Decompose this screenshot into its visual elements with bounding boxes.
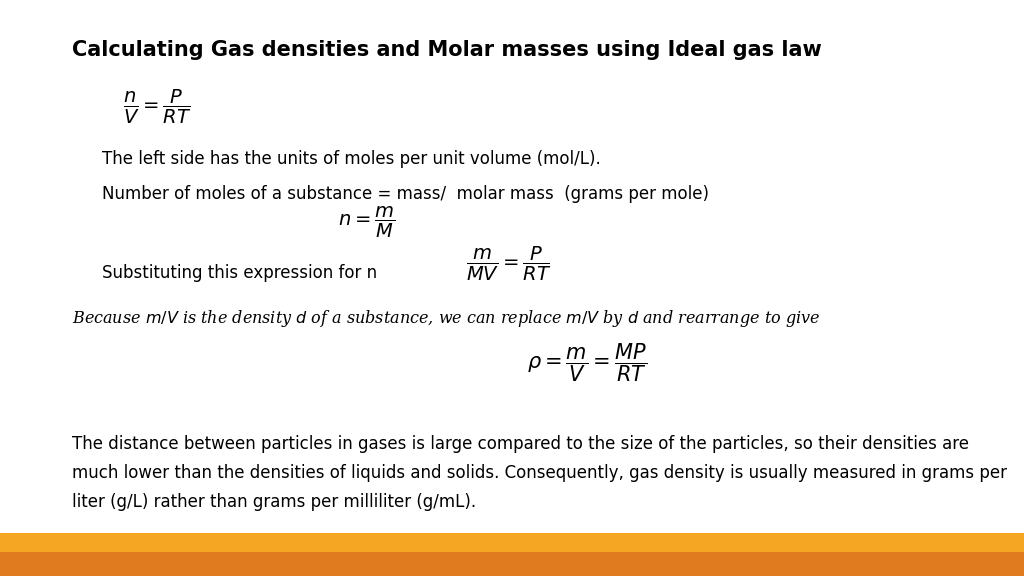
Text: Calculating Gas densities and Molar masses using Ideal gas law: Calculating Gas densities and Molar mass…: [72, 40, 821, 60]
Text: $\dfrac{m}{MV} = \dfrac{P}{RT}$: $\dfrac{m}{MV} = \dfrac{P}{RT}$: [466, 245, 551, 283]
Text: $\rho = \dfrac{m}{V} = \dfrac{MP}{RT}$: $\rho = \dfrac{m}{V} = \dfrac{MP}{RT}$: [527, 342, 647, 384]
Text: Substituting this expression for n: Substituting this expression for n: [102, 264, 378, 282]
Text: The left side has the units of moles per unit volume (mol/L).: The left side has the units of moles per…: [102, 150, 601, 168]
Text: Number of moles of a substance = mass/  molar mass  (grams per mole): Number of moles of a substance = mass/ m…: [102, 185, 710, 203]
Text: $n = \dfrac{m}{M}$: $n = \dfrac{m}{M}$: [338, 206, 395, 240]
Text: The distance between particles in gases is large compared to the size of the par: The distance between particles in gases …: [72, 435, 1007, 511]
Text: Because $m/V$ is the density $d$ of a substance, we can replace $m/V$ by $d$ and: Because $m/V$ is the density $d$ of a su…: [72, 308, 820, 329]
Text: $\dfrac{n}{V} = \dfrac{P}{RT}$: $\dfrac{n}{V} = \dfrac{P}{RT}$: [123, 88, 191, 126]
Bar: [0, 539, 1024, 576]
Bar: [0, 533, 1024, 552]
